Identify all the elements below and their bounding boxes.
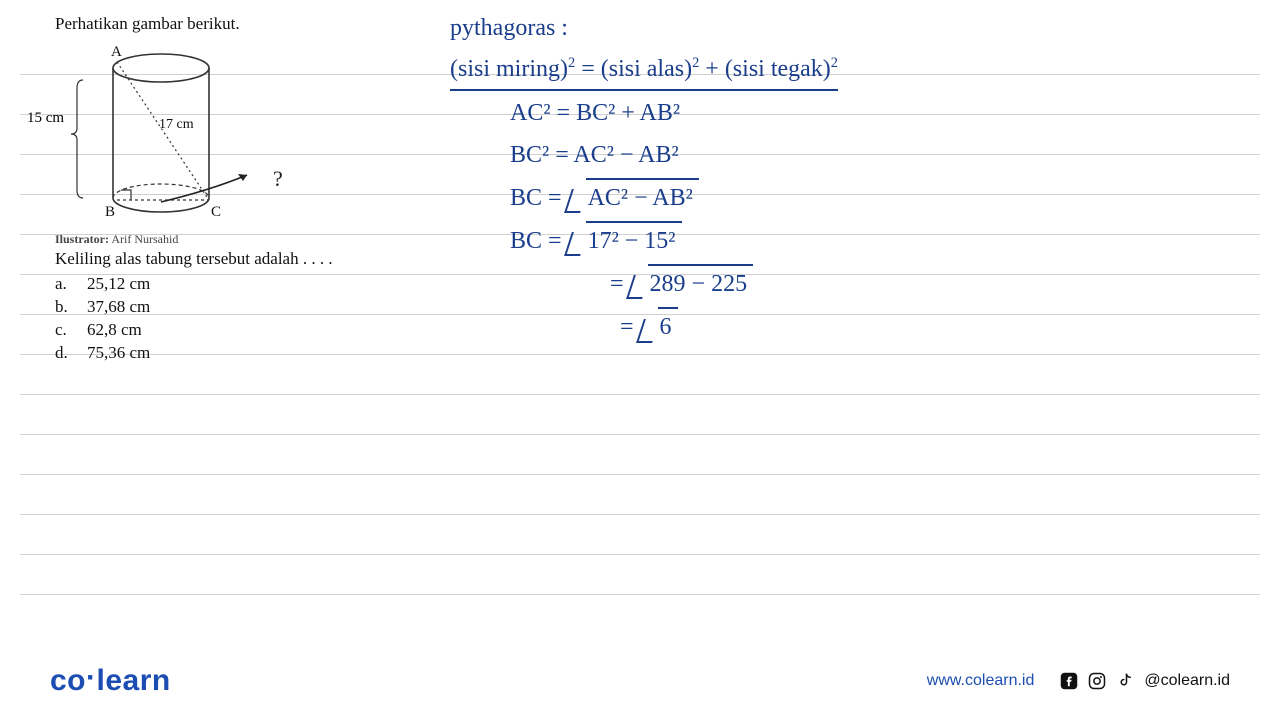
height-label: 15 cm	[27, 110, 64, 127]
tiktok-icon[interactable]	[1116, 672, 1134, 690]
hw-formula: (sisi miring)2 = (sisi alas)2 + (sisi te…	[450, 51, 1250, 91]
option-a: a.25,12 cm	[55, 273, 435, 296]
hw-step-bc2: BC² = AC² − AB²	[450, 137, 1250, 174]
problem-column: Perhatikan gambar berikut. A B C	[55, 14, 435, 365]
question-text: Keliling alas tabung tersebut adalah . .…	[55, 249, 435, 269]
options-list: a.25,12 cm b.37,68 cm c.62,8 cm d.75,36 …	[55, 273, 435, 365]
social-handle[interactable]: @colearn.id	[1144, 672, 1230, 690]
illustrator-label: Ilustrator:	[55, 232, 109, 246]
problem-title: Perhatikan gambar berikut.	[55, 14, 435, 34]
option-b: b.37,68 cm	[55, 296, 435, 319]
footer-right: www.colearn.id @colearn.id	[927, 672, 1230, 690]
label-B: B	[105, 204, 115, 220]
hw-step-bc-root: BC = AC² − AB²	[450, 178, 1250, 217]
option-c: c.62,8 cm	[55, 319, 435, 342]
facebook-icon[interactable]	[1060, 672, 1078, 690]
hw-step-subst: BC = 17² − 15²	[450, 221, 1250, 260]
footer: co·learn www.colearn.id @colearn.id	[0, 664, 1280, 698]
social-row: @colearn.id	[1060, 672, 1230, 690]
hw-step-calc: = 289 − 225	[450, 264, 1250, 303]
diagonal-label: 17 cm	[159, 117, 194, 132]
brand-logo: co·learn	[50, 664, 171, 698]
illustrator-credit: Ilustrator: Arif Nursahid	[55, 232, 435, 247]
option-d: d.75,36 cm	[55, 342, 435, 365]
question-mark: ?	[273, 166, 283, 192]
hw-step-ac2: AC² = BC² + AB²	[450, 95, 1250, 132]
hw-step-result: = 6	[450, 307, 1250, 346]
website-link[interactable]: www.colearn.id	[927, 672, 1035, 690]
hw-title: pythagoras :	[450, 10, 1250, 47]
brand-left: co	[50, 664, 86, 697]
instagram-icon[interactable]	[1088, 672, 1106, 690]
label-C: C	[211, 204, 221, 220]
illustrator-name: Arif Nursahid	[111, 232, 178, 246]
cylinder-diagram: A B C 17 cm	[61, 40, 291, 230]
label-A: A	[111, 44, 122, 60]
handwritten-solution: pythagoras : (sisi miring)2 = (sisi alas…	[450, 10, 1250, 351]
brand-right: learn	[97, 664, 171, 697]
